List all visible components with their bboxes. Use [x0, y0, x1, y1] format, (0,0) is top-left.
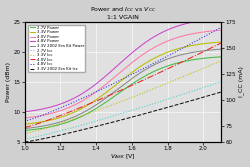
- 3.3V 2002 Era Kit Power: [140, 71, 143, 73]
- 4.0V Icc: [23, 126, 26, 128]
- Line: 4.0V Power: 4.0V Power: [24, 30, 221, 118]
- 2.7V Icc: [144, 105, 146, 107]
- 3.3V Power: [140, 65, 143, 67]
- 4.8V Icc: [220, 26, 223, 28]
- 4.8V Power: [140, 44, 143, 46]
- 4.0V Power: [24, 117, 27, 119]
- 4.8V Power: [220, 17, 223, 19]
- 3.3V 2002 Era Kit Power: [220, 48, 223, 50]
- 4.8V Power: [144, 42, 146, 44]
- 2.7V Icc: [220, 80, 223, 82]
- 2.7V Icc: [189, 91, 192, 93]
- Line: 4.0V Icc: 4.0V Icc: [24, 43, 221, 127]
- 2.7V Icc: [23, 138, 26, 140]
- Line: 3.3V 2002 Era Kit Icc: 3.3V 2002 Era Kit Icc: [24, 92, 221, 142]
- 3.3V Icc: [220, 60, 223, 62]
- 3.3V 2002 Era Kit Icc: [202, 96, 204, 98]
- Line: 4.8V Icc: 4.8V Icc: [24, 27, 221, 121]
- 2.7V Power: [144, 75, 146, 77]
- 3.3V Power: [220, 41, 223, 43]
- 3.3V 2002 Era Kit Power: [140, 71, 142, 73]
- 4.8V Power: [24, 111, 27, 113]
- 3.3V Icc: [23, 133, 26, 135]
- 3.3V 2002 Era Kit Power: [202, 50, 204, 52]
- 2.7V Icc: [202, 87, 204, 89]
- Y-axis label: I_CC (mA): I_CC (mA): [239, 67, 244, 98]
- Legend: 2.7V Power, 3.3V Power, 4.0V Power, 4.8V Power, 3.3V 2002 Era Kit Power, 2.7V Ic: 2.7V Power, 3.3V Power, 4.0V Power, 4.8V…: [28, 25, 85, 72]
- Line: 3.3V 2002 Era Kit Power: 3.3V 2002 Era Kit Power: [24, 49, 221, 129]
- 2.7V Power: [202, 57, 204, 59]
- 4.8V Power: [23, 111, 26, 113]
- 2.7V Icc: [140, 106, 143, 108]
- 3.3V 2002 Era Kit Icc: [140, 114, 143, 116]
- Line: 4.8V Power: 4.8V Power: [24, 18, 221, 112]
- 2.7V Power: [189, 59, 192, 61]
- 4.0V Icc: [24, 126, 27, 128]
- 3.3V Power: [189, 45, 192, 47]
- 4.8V Icc: [24, 120, 27, 122]
- Line: 3.3V Power: 3.3V Power: [24, 42, 221, 124]
- 4.0V Power: [144, 52, 146, 54]
- 3.3V 2002 Era Kit Power: [23, 128, 26, 130]
- 4.8V Power: [202, 19, 204, 21]
- 2.7V Power: [220, 56, 223, 58]
- 3.3V Icc: [140, 93, 143, 95]
- 4.8V Power: [140, 45, 142, 47]
- 2.7V Icc: [140, 107, 142, 109]
- 3.3V 2002 Era Kit Icc: [220, 91, 223, 93]
- 4.0V Power: [140, 54, 143, 56]
- Title: Power and $I_{CC}$ vs $V_{CC}$
1:1 VGAIN: Power and $I_{CC}$ vs $V_{CC}$ 1:1 VGAIN: [90, 6, 156, 20]
- 3.3V 2002 Era Kit Icc: [189, 100, 192, 102]
- 3.3V Power: [24, 123, 27, 125]
- 3.3V Power: [140, 65, 142, 67]
- 2.7V Power: [23, 130, 26, 132]
- 3.3V 2002 Era Kit Icc: [24, 141, 27, 143]
- 4.0V Power: [202, 31, 204, 33]
- 2.7V Power: [140, 77, 142, 79]
- 3.3V Icc: [202, 67, 204, 69]
- Line: 2.7V Icc: 2.7V Icc: [24, 81, 221, 139]
- 3.3V Icc: [140, 93, 142, 95]
- 3.3V Power: [144, 62, 146, 64]
- 3.3V 2002 Era Kit Icc: [140, 114, 142, 116]
- 2.7V Icc: [24, 138, 27, 140]
- 3.3V 2002 Era Kit Power: [24, 127, 27, 129]
- 4.0V Power: [189, 33, 192, 35]
- 4.0V Icc: [140, 80, 143, 82]
- 4.0V Icc: [220, 42, 223, 44]
- 3.3V Power: [23, 123, 26, 125]
- 4.8V Icc: [202, 36, 204, 38]
- 4.8V Icc: [140, 68, 143, 70]
- 4.8V Power: [189, 22, 192, 24]
- 4.0V Icc: [202, 51, 204, 53]
- 3.3V Icc: [189, 73, 192, 75]
- 4.0V Power: [220, 29, 223, 31]
- 4.0V Icc: [144, 78, 146, 80]
- 4.0V Icc: [189, 57, 192, 59]
- 3.3V Icc: [144, 91, 146, 93]
- 4.0V Icc: [140, 80, 142, 82]
- 4.8V Icc: [144, 67, 146, 69]
- 3.3V 2002 Era Kit Power: [144, 69, 146, 71]
- Line: 2.7V Power: 2.7V Power: [24, 57, 221, 131]
- 4.0V Power: [140, 55, 142, 57]
- Line: 3.3V Icc: 3.3V Icc: [24, 61, 221, 134]
- 3.3V Icc: [24, 133, 27, 135]
- 2.7V Power: [24, 129, 27, 131]
- Y-axis label: Power (dBm): Power (dBm): [6, 62, 10, 102]
- 3.3V 2002 Era Kit Power: [189, 52, 192, 54]
- 3.3V 2002 Era Kit Icc: [23, 141, 26, 143]
- 4.8V Icc: [140, 69, 142, 71]
- 3.3V Power: [202, 43, 204, 45]
- 4.8V Icc: [189, 43, 192, 45]
- 4.0V Power: [23, 117, 26, 119]
- 2.7V Power: [140, 77, 143, 79]
- X-axis label: $V_{ASK}$ [V]: $V_{ASK}$ [V]: [110, 153, 136, 161]
- 4.8V Icc: [23, 120, 26, 122]
- 3.3V 2002 Era Kit Icc: [144, 113, 146, 115]
